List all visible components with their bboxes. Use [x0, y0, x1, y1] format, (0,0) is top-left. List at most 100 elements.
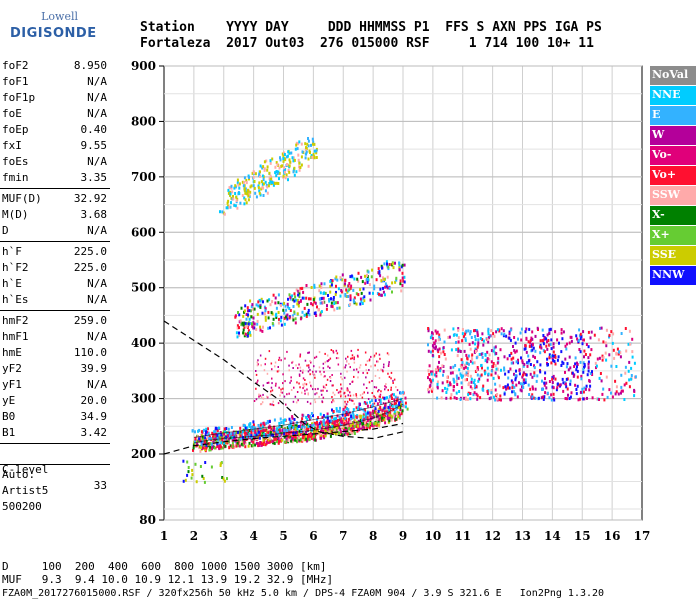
trace-point: [305, 284, 308, 287]
trace-point: [379, 416, 382, 420]
trace-point: [274, 427, 277, 431]
trace-point: [353, 425, 356, 428]
trace-point: [293, 432, 296, 436]
spread-f-point: [486, 357, 489, 361]
trace-point: [305, 150, 308, 154]
y-tick-label: 800: [131, 114, 156, 128]
spread-f-point: [366, 360, 369, 363]
spread-f-point: [299, 366, 302, 369]
trace-point: [283, 435, 286, 439]
spread-f-point: [457, 340, 460, 344]
trace-point: [229, 444, 232, 448]
spread-f-point: [439, 367, 442, 371]
trace-point: [279, 433, 282, 437]
spread-f-point: [498, 398, 501, 402]
trace-point: [363, 408, 366, 411]
trace-point: [203, 444, 206, 447]
spread-f-point: [330, 349, 333, 351]
spread-f-point: [547, 363, 549, 366]
trace-point: [330, 304, 333, 308]
param-row: yE 20.0: [0, 393, 115, 409]
trace-point: [237, 311, 239, 314]
trace-point: [276, 430, 279, 434]
trace-point: [250, 431, 253, 435]
trace-point: [298, 289, 301, 293]
trace-point: [228, 434, 231, 438]
trace-point: [187, 466, 190, 469]
trace-point: [269, 436, 271, 440]
spread-f-point: [315, 355, 318, 358]
spread-f-point: [452, 333, 455, 337]
spread-f-point: [476, 332, 479, 336]
spread-f-point: [458, 349, 461, 353]
spread-f-point: [503, 332, 506, 336]
spread-f-point: [471, 361, 474, 365]
legend-item-vo-: Vo+: [650, 166, 696, 186]
spread-f-point: [339, 393, 342, 396]
trace-point: [319, 412, 322, 416]
x-tick-label: 13: [514, 529, 531, 543]
trace-point: [357, 279, 360, 283]
spread-f-point: [608, 333, 611, 337]
trace-point: [226, 441, 229, 445]
spread-f-point: [549, 327, 552, 331]
trace-point: [263, 160, 266, 164]
trace-point: [257, 427, 260, 431]
trace-point: [202, 477, 205, 480]
trace-point: [244, 441, 247, 445]
trace-point: [323, 436, 326, 440]
spread-f-point: [375, 386, 378, 389]
trace-point: [198, 437, 201, 441]
spread-f-point: [488, 397, 491, 401]
trace-point: [278, 440, 280, 444]
spread-f-point: [456, 354, 459, 358]
spread-f-point: [331, 401, 333, 404]
trace-point: [228, 205, 231, 209]
trace-point: [294, 295, 297, 299]
trace-point: [333, 421, 336, 425]
trace-point: [305, 415, 308, 419]
trace-point: [378, 407, 381, 411]
trace-point: [376, 402, 379, 406]
spread-f-point: [303, 385, 305, 388]
spread-f-point: [599, 372, 602, 375]
spread-f-point: [332, 391, 334, 394]
trace-point: [258, 172, 261, 176]
trace-point: [279, 417, 282, 421]
spread-f-point: [289, 381, 291, 384]
spread-f-point: [552, 396, 555, 400]
spread-f-point: [332, 350, 334, 353]
spread-f-point: [527, 354, 530, 358]
param-key: fmin: [2, 171, 29, 184]
param-value: 34.9: [80, 410, 108, 423]
param-key: yF2: [2, 362, 22, 375]
trace-point: [380, 293, 383, 297]
spread-f-point: [543, 350, 546, 354]
lowell-logo: Lowell DIGISONDE: [8, 10, 96, 44]
trace-point: [349, 302, 352, 306]
spread-f-point: [371, 380, 373, 382]
spread-f-point: [553, 359, 556, 363]
trace-point: [299, 433, 302, 436]
trace-point: [199, 465, 202, 468]
spread-f-point: [496, 397, 499, 401]
spread-f-point: [481, 366, 483, 370]
spread-f-point: [566, 387, 569, 391]
spread-f-point: [493, 334, 496, 338]
trace-point: [277, 436, 280, 440]
spread-f-point: [378, 399, 380, 401]
trace-point: [261, 182, 264, 186]
spread-f-point: [277, 402, 280, 405]
spread-f-point: [430, 350, 432, 354]
spread-f-point: [600, 326, 603, 330]
header-labels: Station YYYY DAY DDD HHMMSS P1 FFS S AXN…: [140, 20, 602, 35]
trace-point: [256, 319, 259, 323]
trace-point: [239, 434, 242, 438]
spread-f-point: [304, 392, 306, 395]
spread-f-point: [539, 339, 542, 343]
spread-f-point: [465, 329, 468, 333]
spread-f-point: [576, 337, 579, 341]
trace-point: [291, 440, 294, 444]
spread-f-point: [382, 396, 384, 399]
trace-point: [250, 439, 253, 443]
